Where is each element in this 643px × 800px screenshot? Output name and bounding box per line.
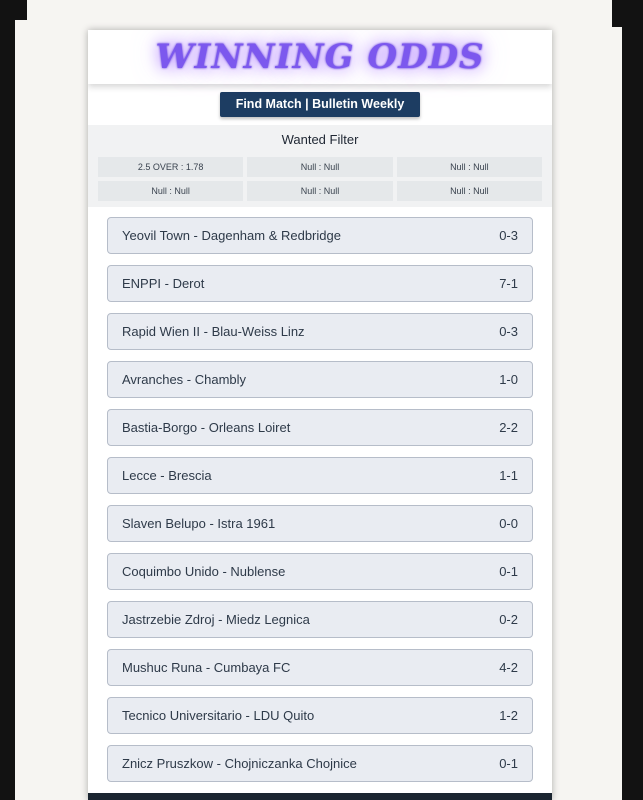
match-score: 1-0 <box>499 372 518 387</box>
match-row[interactable]: Slaven Belupo - Istra 1961 0-0 <box>107 505 533 542</box>
match-name: Bastia-Borgo - Orleans Loiret <box>122 420 291 435</box>
filter-row: Null : Null Null : Null Null : Null <box>98 181 542 201</box>
match-score: 7-1 <box>499 276 518 291</box>
filter-cell[interactable]: Null : Null <box>396 157 542 177</box>
match-score: 1-1 <box>499 468 518 483</box>
screen-edge-right <box>622 0 643 800</box>
match-list: Yeovil Town - Dagenham & Redbridge 0-3 E… <box>88 207 552 782</box>
match-name: Mushuc Runa - Cumbaya FC <box>122 660 291 675</box>
match-score: 0-0 <box>499 516 518 531</box>
match-name: Znicz Pruszkow - Chojniczanka Chojnice <box>122 756 357 771</box>
title-bar: WINNING ODDS <box>88 30 552 84</box>
wanted-filter-panel: Wanted Filter 2.5 OVER : 1.78 Null : Nul… <box>88 125 552 207</box>
screen-edge-left <box>0 0 15 800</box>
filter-cell[interactable]: Null : Null <box>98 181 244 201</box>
match-row[interactable]: Yeovil Town - Dagenham & Redbridge 0-3 <box>107 217 533 254</box>
filter-cell[interactable]: Null : Null <box>247 181 393 201</box>
filter-title: Wanted Filter <box>281 132 359 147</box>
match-score: 0-1 <box>499 564 518 579</box>
match-score: 1-2 <box>499 708 518 723</box>
match-row[interactable]: Avranches - Chambly 1-0 <box>107 361 533 398</box>
match-name: Coquimbo Unido - Nublense <box>122 564 286 579</box>
match-name: Yeovil Town - Dagenham & Redbridge <box>122 228 341 243</box>
match-name: Slaven Belupo - Istra 1961 <box>122 516 276 531</box>
filter-cell[interactable]: Null : Null <box>396 181 542 201</box>
match-score: 4-2 <box>499 660 518 675</box>
filter-cell[interactable]: 2.5 OVER : 1.78 <box>98 157 244 177</box>
match-score: 0-3 <box>499 324 518 339</box>
screen-corner-top-right <box>612 0 643 27</box>
match-name: Rapid Wien II - Blau-Weiss Linz <box>122 324 305 339</box>
app-card: WINNING ODDS Find Match | Bulletin Weekl… <box>88 30 552 800</box>
match-score: 0-3 <box>499 228 518 243</box>
match-row[interactable]: Jastrzebie Zdroj - Miedz Legnica 0-2 <box>107 601 533 638</box>
match-score: 2-2 <box>499 420 518 435</box>
match-name: ENPPI - Derot <box>122 276 205 291</box>
match-name: Avranches - Chambly <box>122 372 247 387</box>
footer-bar <box>88 793 552 800</box>
match-row[interactable]: ENPPI - Derot 7-1 <box>107 265 533 302</box>
filter-row: 2.5 OVER : 1.78 Null : Null Null : Null <box>98 157 542 177</box>
screen-corner-top-left <box>0 0 27 20</box>
find-match-button[interactable]: Find Match | Bulletin Weekly <box>219 92 421 117</box>
match-row[interactable]: Lecce - Brescia 1-1 <box>107 457 533 494</box>
match-name: Tecnico Universitario - LDU Quito <box>122 708 315 723</box>
match-name: Lecce - Brescia <box>122 468 212 483</box>
match-row[interactable]: Mushuc Runa - Cumbaya FC 4-2 <box>107 649 533 686</box>
match-score: 0-1 <box>499 756 518 771</box>
match-row[interactable]: Tecnico Universitario - LDU Quito 1-2 <box>107 697 533 734</box>
match-row[interactable]: Rapid Wien II - Blau-Weiss Linz 0-3 <box>107 313 533 350</box>
filter-cell[interactable]: Null : Null <box>247 157 393 177</box>
match-score: 0-2 <box>499 612 518 627</box>
match-name: Jastrzebie Zdroj - Miedz Legnica <box>122 612 310 627</box>
match-row[interactable]: Bastia-Borgo - Orleans Loiret 2-2 <box>107 409 533 446</box>
page-title: WINNING ODDS <box>155 37 485 77</box>
match-row[interactable]: Coquimbo Unido - Nublense 0-1 <box>107 553 533 590</box>
match-row[interactable]: Znicz Pruszkow - Chojniczanka Chojnice 0… <box>107 745 533 782</box>
